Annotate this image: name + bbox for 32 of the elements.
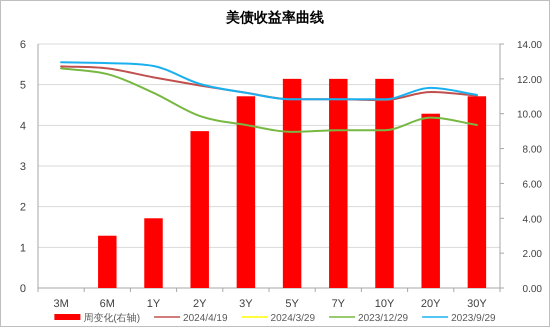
x-tick-label: 2Y [192, 298, 208, 310]
y-tick-label: 5 [20, 80, 26, 92]
x-tick-label: 7Y [332, 298, 346, 310]
x-tick-label: 20Y [420, 298, 442, 310]
x-tick-label: 1Y [146, 298, 161, 310]
line-series [60, 67, 478, 133]
y-tick-label: 1 [20, 242, 26, 254]
x-tick-label: 3M [53, 298, 69, 310]
legend-label: 2024/3/29 [270, 313, 316, 324]
x-tick-label: 10Y [374, 298, 395, 310]
x-tick-label: 30Y [467, 298, 488, 310]
chart-title: 美债收益率曲线 [225, 9, 324, 25]
y-tick-label: 0 [20, 283, 26, 295]
legend-label: 周变化(右轴) [83, 312, 140, 324]
legend-label: 2024/4/19 [183, 313, 228, 324]
y2-tick-label: 6.00 [522, 179, 542, 190]
x-tick-label: 6M [100, 298, 115, 310]
y2-tick-label: 2.00 [522, 249, 542, 260]
y2-tick-label: 14.00 [516, 40, 542, 51]
y-tick-label: 4 [20, 120, 26, 132]
legend-label: 2023/12/29 [358, 313, 409, 324]
y-tick-label: 3 [20, 161, 26, 173]
y2-tick-label: 12.00 [516, 74, 542, 86]
y-tick-label: 2 [20, 202, 26, 214]
y2-tick-label: 10.00 [516, 110, 542, 121]
y2-tick-label: 4.00 [522, 214, 542, 226]
y-tick-label: 6 [20, 39, 26, 51]
y2-tick-label: 0.00 [522, 284, 542, 295]
legend-label: 2023/9/29 [451, 313, 496, 324]
x-tick-label: 3Y [239, 298, 254, 310]
y2-tick-label: 8.00 [522, 144, 542, 156]
x-tick-label: 5Y [285, 298, 300, 310]
